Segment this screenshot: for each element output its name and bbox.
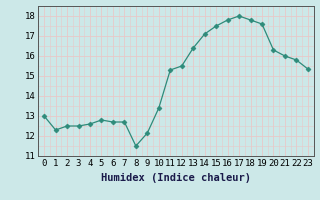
X-axis label: Humidex (Indice chaleur): Humidex (Indice chaleur) [101,173,251,183]
